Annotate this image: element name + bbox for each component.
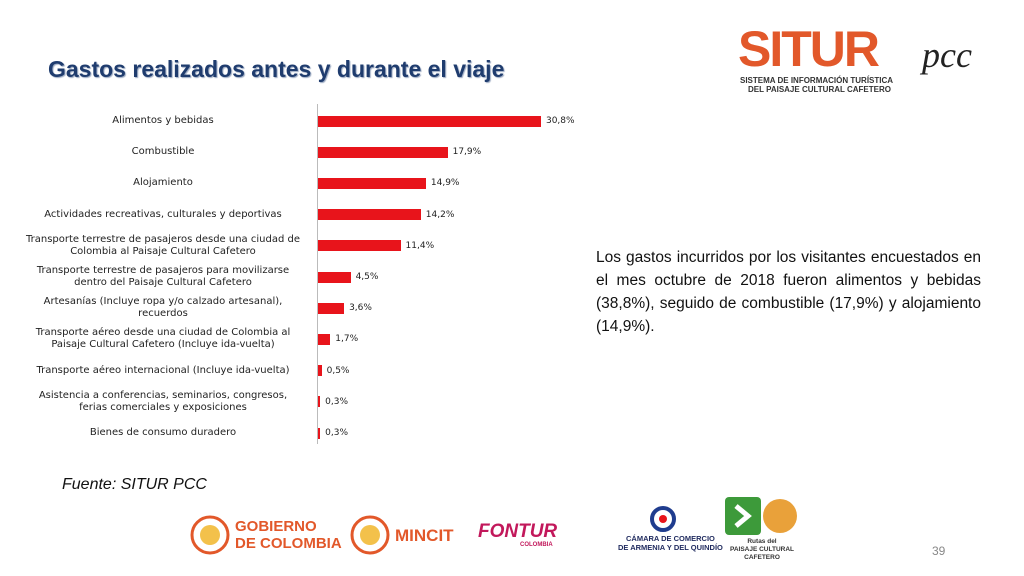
camara-logo: CÁMARA DE COMERCIO DE ARMENIA Y DEL QUIN… <box>618 534 723 552</box>
pcc-logo: pcc <box>922 35 972 75</box>
value-label: 17,9% <box>452 147 482 158</box>
category-label: Actividades recreativas, culturales y de… <box>44 208 282 220</box>
emblem <box>350 515 390 555</box>
category-label: Transporte terrestre de pasajeros desde … <box>26 233 300 257</box>
value-label: 0,3% <box>325 396 349 407</box>
value-label: 1,7% <box>335 334 359 345</box>
bar <box>318 302 345 314</box>
value-label: 0,5% <box>326 365 350 376</box>
category-label: Asistencia a conferencias, seminarios, c… <box>38 389 288 413</box>
emblem <box>190 515 230 555</box>
value-label: 3,6% <box>349 303 372 314</box>
situr-line: DEL PAISAJE CULTURAL CAFETERO <box>748 85 891 94</box>
page-number: 39 <box>932 544 946 558</box>
bar <box>318 177 426 189</box>
rutas-logo: Rutas del PAISAJE CULTURAL CAFETERO <box>729 538 795 561</box>
category-label: Transporte aéreo internacional (Incluye … <box>36 364 290 376</box>
mincit-logo: MINCIT <box>395 526 454 545</box>
category-label: Combustible <box>131 146 195 158</box>
chart-title: Gastos realizados antes y durante el via… <box>48 56 505 82</box>
gobierno-logo: GOBIERNO DE COLOMBIA <box>235 518 342 552</box>
bar <box>318 115 541 127</box>
source: Fuente: SITUR PCC <box>62 476 207 493</box>
bar <box>318 240 401 252</box>
category-label: Transporte aéreo desde una ciudad de Col… <box>35 327 291 351</box>
fontur-logo: FONTUR <box>478 521 558 542</box>
value-label: 11,4% <box>405 240 435 251</box>
value-label: 30,8% <box>545 116 575 126</box>
bar <box>318 396 321 408</box>
bar <box>318 271 351 283</box>
camara-icon <box>650 506 676 532</box>
rutas-icon <box>725 497 797 535</box>
value-label: 0,3% <box>325 428 349 438</box>
fontur-sub: COLOMBIA <box>520 542 553 548</box>
bar <box>318 333 331 345</box>
category-label: Alimentos y bebidas <box>112 115 214 126</box>
category-label: Artesanías (Incluye ropa y/o calzado art… <box>43 296 283 320</box>
bar <box>318 146 448 158</box>
value-label: 4,5% <box>355 272 379 282</box>
situr-logo: SITUR <box>738 21 880 77</box>
category-label: Bienes de consumo duradero <box>89 427 237 438</box>
situr-line: SISTEMA DE INFORMACIÓN TURÍSTICA <box>740 76 894 85</box>
category-label: Alojamiento <box>133 177 193 189</box>
bar <box>318 365 322 377</box>
paragraph: Los gastos incurridos por los visitantes… <box>596 249 981 335</box>
category-label: Transporte terrestre de pasajeros para m… <box>36 265 290 288</box>
axis-line <box>317 104 318 444</box>
value-label: 14,2% <box>425 209 455 220</box>
bar <box>318 427 321 439</box>
value-label: 14,9% <box>430 178 460 189</box>
bar <box>318 209 421 221</box>
